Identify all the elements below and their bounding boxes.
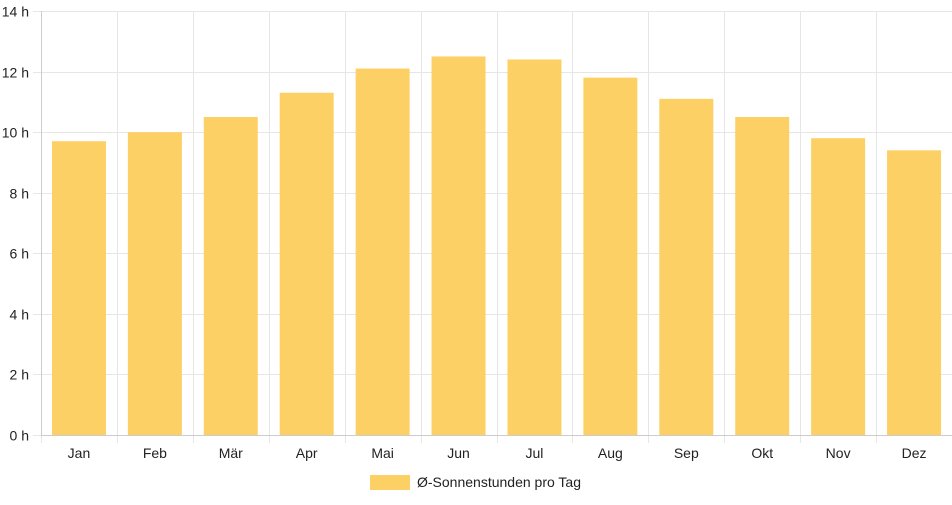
y-tick-label: 10 h (2, 125, 29, 141)
x-tick-label: Feb (143, 445, 167, 461)
bar-nov[interactable] (811, 138, 866, 435)
x-tick-label: Dez (902, 445, 927, 461)
x-tick-label: Nov (826, 445, 851, 461)
x-tick-label: Okt (751, 445, 773, 461)
legend-swatch (370, 475, 410, 490)
y-tick-label: 8 h (10, 186, 29, 202)
bar-aug[interactable] (583, 77, 638, 435)
bar-mai[interactable] (355, 68, 410, 436)
y-tick-label: 6 h (10, 246, 29, 262)
legend-label: Ø-Sonnenstunden pro Tag (417, 474, 581, 490)
bar-mär[interactable] (203, 117, 258, 435)
x-tick-label: Mai (371, 445, 394, 461)
bar-dez[interactable] (887, 150, 942, 436)
legend[interactable]: Ø-Sonnenstunden pro Tag (370, 474, 581, 490)
bar-okt[interactable] (735, 117, 790, 435)
bars-layer (51, 56, 942, 436)
x-tick-label: Aug (598, 445, 623, 461)
x-tick-label: Sep (674, 445, 699, 461)
bar-jul[interactable] (507, 59, 562, 435)
axis-layer: 0 h 2 h 4 h 6 h 8 h 10 h 12 h 14 h Jan Feb Mär Apr M… (2, 4, 952, 461)
bar-feb[interactable] (127, 132, 182, 435)
y-tick-label: 2 h (10, 367, 29, 383)
x-tick-label: Mär (219, 445, 243, 461)
y-tick-label: 4 h (10, 307, 29, 323)
x-tick-label: Jun (447, 445, 470, 461)
bar-sep[interactable] (659, 98, 714, 435)
x-tick-label: Jul (526, 445, 544, 461)
bar-jun[interactable] (431, 56, 486, 436)
bar-jan[interactable] (51, 141, 106, 435)
x-tick-label: Apr (296, 445, 318, 461)
y-tick-label: 14 h (2, 4, 29, 20)
bar-apr[interactable] (279, 92, 334, 436)
y-tick-label: 0 h (10, 428, 29, 444)
x-tick-label: Jan (68, 445, 91, 461)
grid-layer (33, 11, 952, 443)
y-tick-label: 12 h (2, 65, 29, 81)
